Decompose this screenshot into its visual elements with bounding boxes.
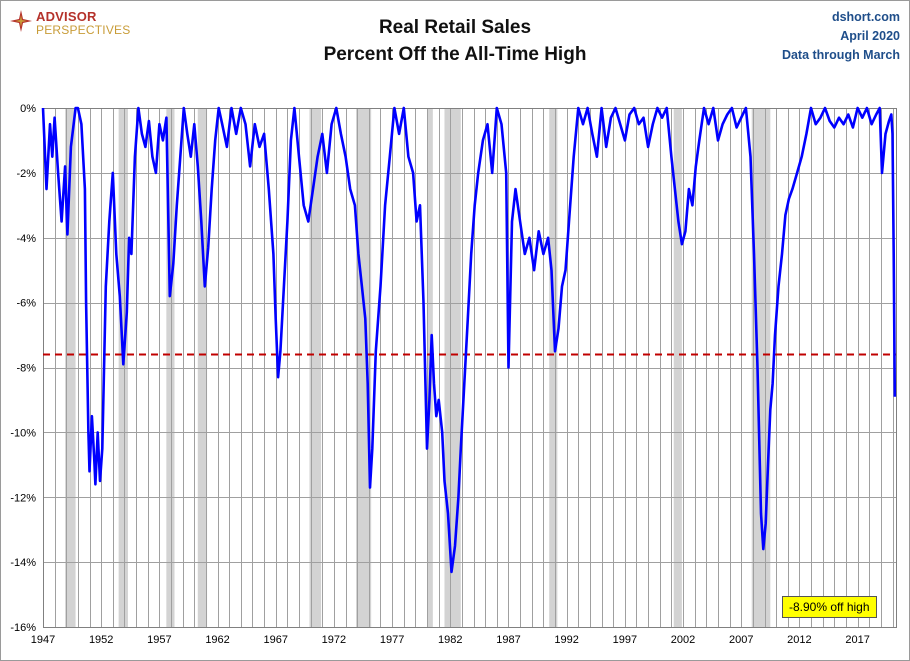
logo-text-primary: ADVISOR: [36, 9, 97, 24]
x-tick-label: 1982: [438, 634, 462, 646]
recession-band: [166, 108, 175, 627]
y-axis-tick-labels: 0% -2% -4% -6% -8% -10% -12% -14% -16%: [10, 103, 36, 634]
x-tick-label: 2007: [729, 634, 753, 646]
logo-text-secondary: PERSPECTIVES: [36, 23, 131, 37]
y-tick-label: -8%: [16, 363, 36, 375]
compass-rose-icon: [10, 10, 32, 32]
plot-border-rect: [43, 108, 897, 628]
x-tick-label: 1947: [31, 634, 55, 646]
x-tick-label: 1952: [89, 634, 113, 646]
x-axis-tick-labels: 1947 1952 1957 1962 1967 1972 1977 1982 1987 1992…: [31, 634, 870, 646]
y-tick-label: -14%: [10, 557, 36, 569]
source-info: dshort.com April 2020 Data through March: [782, 8, 900, 65]
recession-bands: [65, 108, 771, 627]
x-tick-label: 1992: [554, 634, 578, 646]
x-tick-label: 1957: [147, 634, 171, 646]
source-date: April 2020: [840, 29, 900, 43]
y-tick-label: -2%: [16, 168, 36, 180]
y-tick-label: -10%: [10, 427, 36, 439]
y-tick-label: -16%: [10, 622, 36, 634]
chart-title-line2: Percent Off the All-Time High: [323, 44, 587, 65]
x-tick-label: 1987: [496, 634, 520, 646]
x-tick-label: 2017: [845, 634, 869, 646]
x-tick-label: 2012: [787, 634, 811, 646]
recession-band: [444, 108, 461, 627]
recession-band: [65, 108, 76, 627]
recession-band: [197, 108, 208, 627]
recession-band: [309, 108, 322, 627]
chart-title-line1: Real Retail Sales: [378, 17, 532, 38]
y-tick-label: -6%: [16, 298, 36, 310]
series-line: [41, 106, 897, 574]
latest-value-callout: -8.90% off high: [782, 596, 877, 618]
x-tick-label: 1967: [263, 634, 287, 646]
x-tick-label: 1962: [205, 634, 229, 646]
x-tick-label: 1977: [380, 634, 404, 646]
recession-band: [549, 108, 558, 627]
y-tick-label: -4%: [16, 233, 36, 245]
source-note: Data through March: [781, 48, 900, 62]
x-tick-label: 1997: [613, 634, 637, 646]
chart-title: Real Retail Sales Percent Off the All-Ti…: [0, 14, 910, 68]
advisor-perspectives-logo: ADVISOR PERSPECTIVES: [10, 8, 140, 38]
y-tick-label: -12%: [10, 492, 36, 504]
recession-band: [673, 108, 682, 627]
recession-band: [118, 108, 128, 627]
grid-lines: [43, 108, 896, 628]
x-tick-label: 1972: [322, 634, 346, 646]
plot-area-border: [43, 108, 897, 628]
y-tick-label: 0%: [20, 103, 36, 115]
recession-band: [751, 108, 771, 627]
x-tick-label: 2002: [671, 634, 695, 646]
series-group: [41, 106, 897, 574]
source-site: dshort.com: [831, 10, 900, 24]
recession-band: [356, 108, 372, 627]
